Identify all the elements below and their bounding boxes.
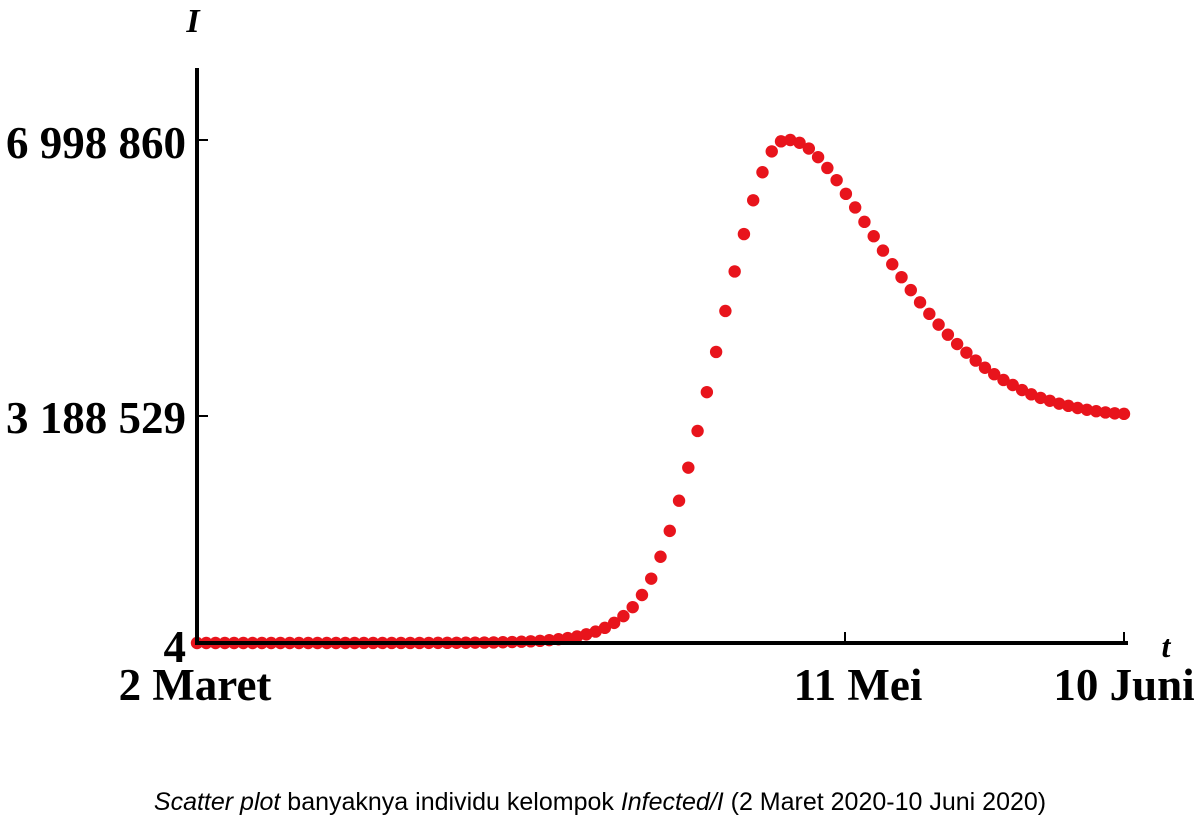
- scatter-point: [969, 354, 982, 367]
- scatter-point: [1099, 406, 1112, 419]
- scatter-point: [663, 524, 676, 538]
- scatter-point: [904, 283, 917, 297]
- chart-caption: Scatter plot banyaknya individu kelompok…: [154, 788, 1046, 816]
- scatter-point: [635, 588, 649, 602]
- scatter-point: [598, 621, 612, 635]
- scatter-point: [672, 494, 686, 507]
- scatter-point: [682, 461, 695, 474]
- caption-italic-2: Infected/I: [621, 788, 724, 816]
- caption-italic-1: Scatter plot: [154, 788, 282, 816]
- scatter-point: [802, 142, 816, 155]
- scatter-point: [654, 550, 667, 563]
- y-tick-label-top: 6 998 860: [6, 118, 186, 168]
- scatter-point: [570, 630, 584, 643]
- scatter-point: [1015, 383, 1029, 397]
- scatter-point: [978, 361, 992, 374]
- scatter-point: [811, 150, 825, 164]
- y-tick-label-middle: 3 188 529: [6, 393, 186, 443]
- scatter-point: [997, 373, 1010, 387]
- scatter-point: [895, 270, 908, 284]
- x-tick-label-end: 10 Juni: [1053, 660, 1194, 710]
- scatter-point: [728, 265, 741, 278]
- scatter-point: [867, 230, 880, 243]
- scatter-point: [821, 161, 834, 175]
- scatter-point: [876, 244, 890, 257]
- scatter-point: [1052, 397, 1066, 410]
- scatter-point: [858, 215, 871, 229]
- scatter-point: [700, 385, 714, 399]
- caption-text-2: (2 Maret 2020-10 Juni 2020): [724, 788, 1046, 816]
- scatter-point: [988, 368, 1001, 381]
- scatter-points: [190, 133, 1131, 650]
- scatter-point: [774, 135, 788, 148]
- x-axis-label: t: [1162, 628, 1172, 664]
- scatter-point: [645, 572, 658, 585]
- scatter-point: [607, 616, 621, 630]
- x-tick-label-mid: 11 Mei: [794, 660, 923, 710]
- scatter-point: [1080, 403, 1094, 416]
- scatter-point: [1108, 407, 1121, 420]
- scatter-point: [960, 346, 973, 359]
- scatter-point: [923, 307, 936, 321]
- scatter-point: [950, 337, 964, 351]
- scatter-point: [756, 166, 769, 179]
- x-tick-label-start: 2 Maret: [119, 660, 272, 710]
- caption-text-1: banyaknya individu kelompok: [280, 788, 620, 816]
- scatter-point: [765, 145, 778, 158]
- scatter-point: [617, 609, 630, 623]
- scatter-point: [793, 136, 806, 149]
- y-axis-label: I: [185, 3, 201, 40]
- scatter-point: [848, 201, 862, 214]
- scatter-point: [1071, 401, 1084, 415]
- scatter-point: [737, 227, 751, 241]
- scatter-point: [1006, 378, 1019, 392]
- scatter-point: [1089, 405, 1103, 418]
- scatter-point: [886, 258, 899, 271]
- scatter-point: [747, 194, 760, 207]
- scatter-point: [626, 600, 639, 614]
- scatter-point: [839, 187, 853, 201]
- scatter-point: [830, 173, 843, 187]
- scatter-point: [913, 296, 927, 309]
- scatter-point: [691, 424, 704, 438]
- scatter-point: [589, 625, 602, 638]
- y-tick-label-bottom: 4: [164, 622, 187, 672]
- scatter-point: [941, 328, 955, 341]
- scatter-point: [709, 345, 723, 359]
- scatter-point: [1062, 399, 1075, 413]
- scatter-point: [932, 318, 945, 331]
- scatter-point: [719, 304, 732, 318]
- scatter-point: [1117, 407, 1131, 421]
